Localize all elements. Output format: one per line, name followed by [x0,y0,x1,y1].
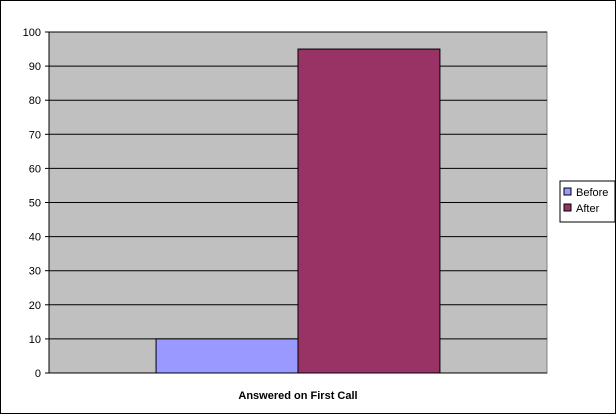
bars [155,48,441,374]
y-tick-label: 30 [29,266,41,278]
legend-label-before: Before [576,187,608,199]
y-tick-label: 0 [35,368,41,380]
x-axis-label: Answered on First Call [238,390,357,402]
legend-swatch-before [563,187,572,196]
y-axis-ticks: 0 10 20 30 40 50 60 70 80 90 100 [23,27,49,380]
legend-swatch-after [563,203,572,212]
y-tick-label: 90 [29,61,41,73]
bar-before [155,338,299,374]
y-tick-label: 40 [29,232,41,244]
legend: Before After [559,180,616,223]
y-tick-label: 100 [23,27,41,39]
y-tick-label: 80 [29,95,41,107]
y-tick-label: 10 [29,334,41,346]
y-tick-label: 20 [29,300,41,312]
legend-label-after: After [576,203,600,215]
y-tick-label: 60 [29,163,41,175]
bar-after [297,48,441,374]
y-tick-label: 50 [29,198,41,210]
y-tick-label: 70 [29,129,41,141]
